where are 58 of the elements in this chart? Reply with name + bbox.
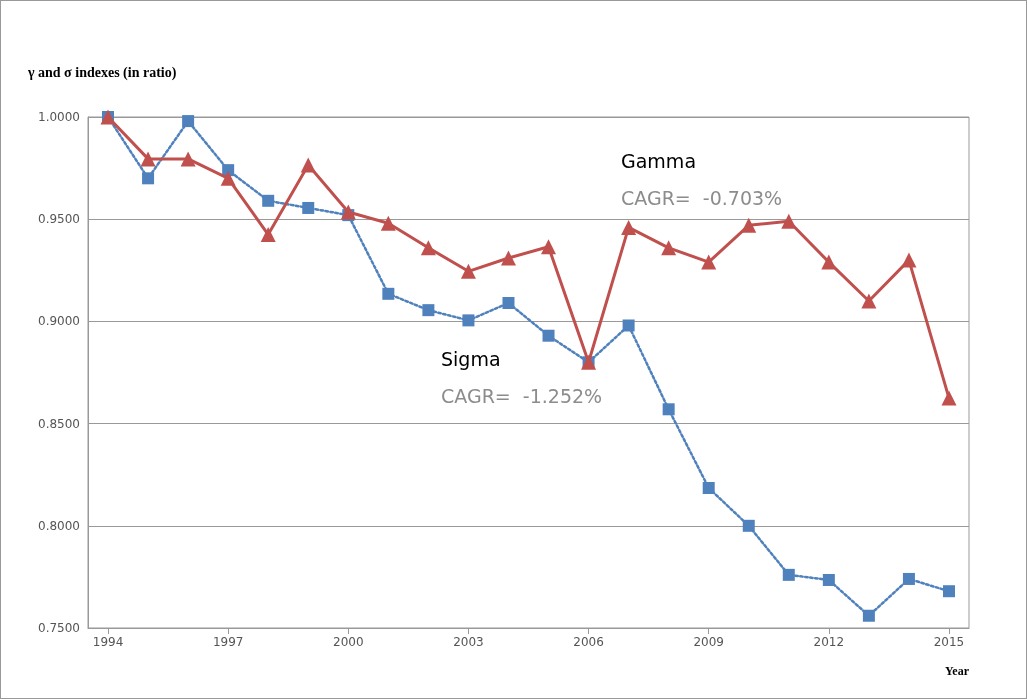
point	[741, 217, 757, 233]
point	[302, 201, 315, 214]
point	[942, 585, 955, 598]
point	[420, 240, 436, 256]
y-tick-label: 0.8000	[38, 518, 80, 533]
point	[701, 254, 717, 270]
point	[822, 573, 835, 586]
point	[500, 250, 516, 266]
x-tick-label: 2000	[333, 635, 364, 649]
point	[782, 568, 795, 581]
point	[542, 329, 555, 342]
point	[902, 572, 915, 585]
x-axis-title: Year	[945, 664, 970, 678]
y-tick-label: 0.7500	[38, 621, 80, 635]
y-tick-label: 0.9000	[38, 314, 80, 329]
x-tick-label: 2003	[453, 635, 484, 649]
annotation: CAGR= -0.703%	[621, 186, 783, 209]
y-tick-label: 0.9500	[38, 212, 80, 227]
point	[142, 172, 155, 185]
point	[380, 215, 396, 231]
point	[781, 213, 797, 229]
point	[182, 115, 195, 128]
series-label: Sigma	[441, 347, 501, 370]
point	[662, 403, 675, 416]
point	[862, 609, 875, 622]
point	[262, 194, 275, 207]
x-tick-label: 2012	[813, 635, 845, 649]
point	[861, 293, 877, 309]
y-axis-title: γ and σ indexes (in ratio)	[27, 64, 177, 81]
point	[742, 519, 755, 532]
y-tick-label: 0.8500	[38, 416, 80, 431]
point	[180, 151, 196, 167]
point	[300, 157, 316, 173]
x-tick-label: 2009	[693, 635, 724, 649]
point	[260, 227, 276, 243]
point	[502, 297, 515, 309]
point	[621, 219, 637, 235]
annotation: CAGR= -1.252%	[441, 384, 603, 407]
x-tick-label: 2015	[933, 635, 965, 649]
point	[340, 204, 356, 220]
point	[382, 287, 395, 300]
point	[622, 319, 635, 332]
point	[220, 170, 236, 186]
x-tick-label: 1997	[212, 635, 244, 649]
x-tick-label: 2006	[573, 635, 604, 649]
point	[422, 304, 435, 317]
point	[821, 254, 837, 270]
point	[460, 263, 476, 279]
x-tick-label: 1994	[92, 635, 124, 649]
text: Gamma	[621, 149, 697, 172]
point	[702, 481, 715, 494]
point	[462, 314, 475, 327]
point	[901, 252, 917, 268]
point	[661, 240, 677, 256]
point	[941, 390, 957, 406]
y-tick-label: 1.0000	[38, 110, 80, 124]
point	[140, 151, 156, 167]
point	[541, 239, 557, 255]
